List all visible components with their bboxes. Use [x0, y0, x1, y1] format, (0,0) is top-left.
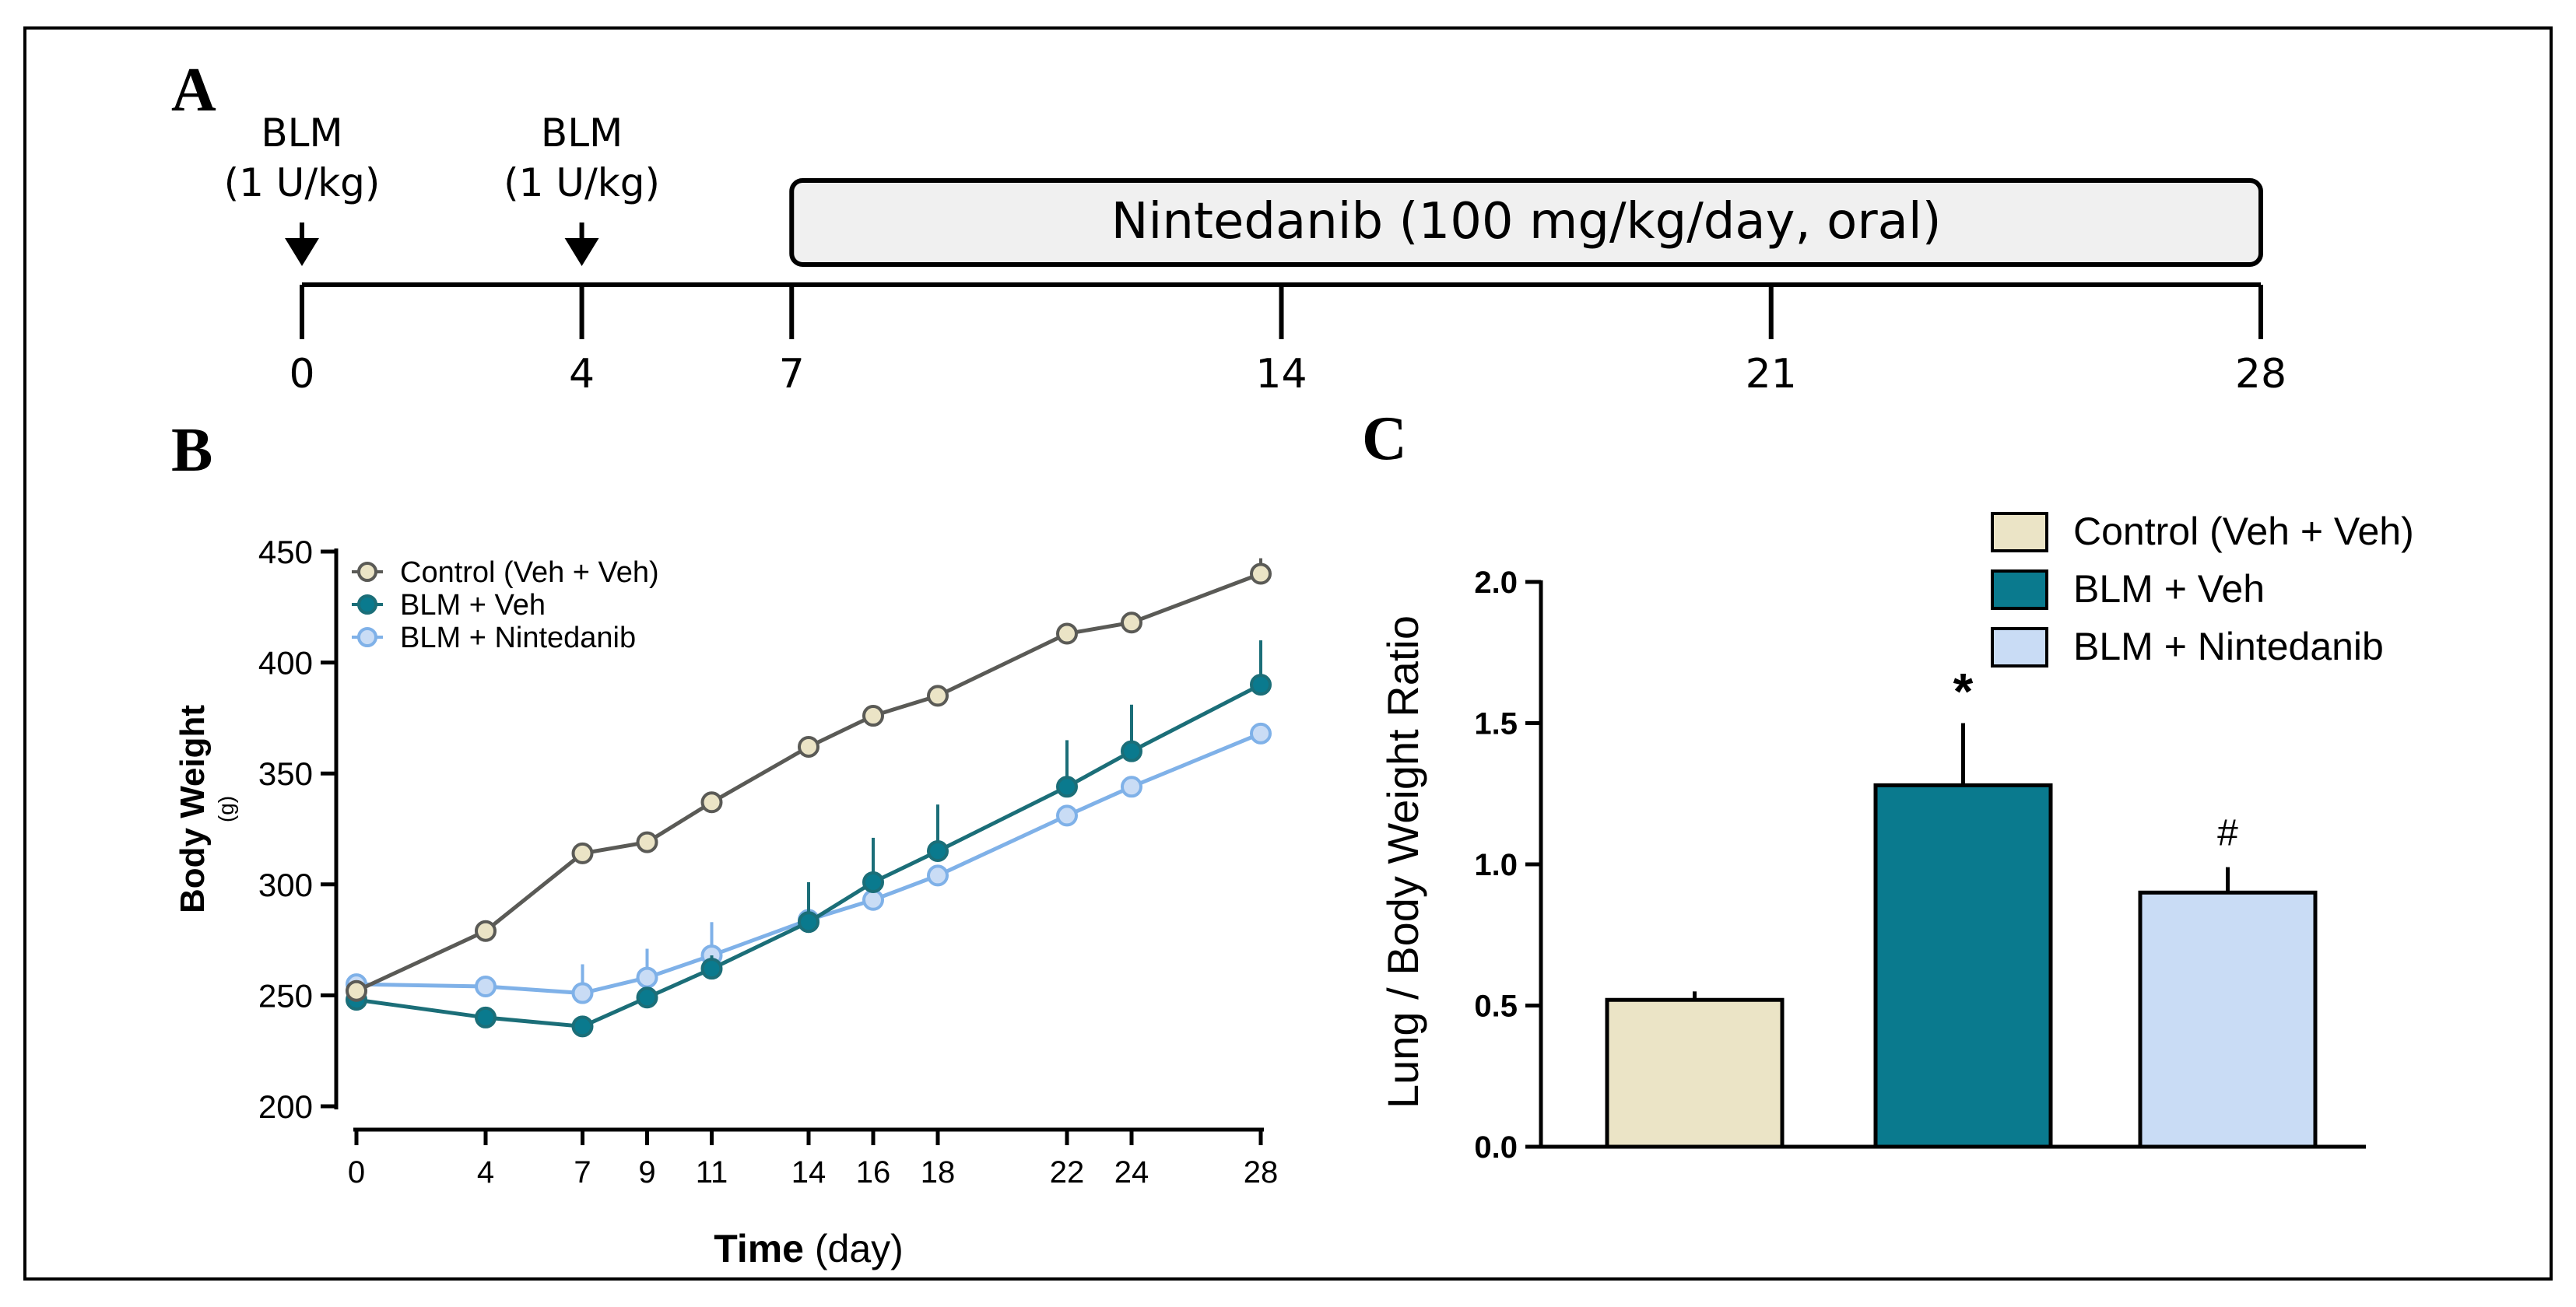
series-blm-veh-point-10 — [1250, 674, 1272, 696]
bar-chart-y-tick-label-0: 0.0 — [1474, 1130, 1518, 1165]
dose-amount-1: (1 U/kg) — [504, 160, 660, 205]
line-chart-x-tick-label-3: 9 — [638, 1155, 655, 1190]
series-control-point-10 — [1250, 562, 1272, 585]
line-chart-y-tick-label-1: 250 — [258, 977, 313, 1014]
line-chart-y-tick-label-2: 300 — [258, 867, 313, 903]
line-chart-x-tick-label-9: 24 — [1114, 1155, 1149, 1190]
dose-arrow-head-0 — [285, 238, 319, 266]
bar-blm-veh — [1873, 783, 2053, 1149]
line-chart-x-tick-label-4: 11 — [696, 1155, 728, 1190]
line-chart-x-tick-label-7: 18 — [921, 1155, 956, 1190]
bar-legend-blm-nintedanib-label: BLM + Nintedanib — [2073, 625, 2384, 668]
line-chart-x-label-bold: Time — [714, 1227, 804, 1270]
bar-legend-control-label: Control (Veh + Veh) — [2073, 510, 2414, 553]
line-chart-y-tick-label-4: 400 — [258, 645, 313, 682]
timeline-tick-label-5: 28 — [2235, 351, 2286, 398]
series-blm-veh-point-6 — [862, 871, 884, 893]
line-chart-x-tick-label-2: 7 — [574, 1155, 591, 1190]
legend-blm-veh-marker — [357, 594, 377, 615]
bar-blm-veh-annotation: * — [1953, 663, 1974, 720]
bar-legend-blm-nintedanib-swatch — [1991, 627, 2048, 668]
series-blm-nintedanib-point-7 — [927, 864, 949, 887]
line-chart-y-tick-label-5: 450 — [258, 534, 313, 570]
series-control-point-5 — [798, 735, 819, 758]
bar-control — [1605, 997, 1785, 1149]
legend-control-label: Control (Veh + Veh) — [400, 556, 659, 589]
series-control-point-4 — [700, 791, 723, 814]
series-control-point-0 — [346, 979, 367, 1002]
dose-amount-0: (1 U/kg) — [224, 160, 381, 205]
line-chart-x-tick-label-1: 4 — [477, 1155, 494, 1190]
panel-label-a: A — [171, 56, 216, 124]
series-control-point-1 — [475, 920, 497, 942]
line-chart-y-label-unit: (g) — [214, 796, 238, 822]
legend-blm-veh-label: BLM + Veh — [400, 589, 546, 622]
dose-name-0: BLM — [261, 110, 342, 156]
bar-blm-nintedanib-annotation: # — [2217, 813, 2238, 854]
panel-label-b: B — [171, 416, 212, 485]
series-blm-veh-point-9 — [1121, 740, 1142, 762]
series-blm-veh-point-3 — [636, 986, 658, 1009]
treatment-label: Nintedanib (100 mg/kg/day, oral) — [1111, 193, 1942, 251]
bar-chart-y-tick-label-1: 0.5 — [1474, 990, 1518, 1024]
line-chart-y-label: Body Weight — [174, 705, 212, 913]
line-chart-x-label: Time (day) — [714, 1227, 904, 1270]
panel-label-c: C — [1362, 405, 1407, 473]
series-control-point-2 — [571, 842, 594, 864]
bar-chart-y-tick-label-2: 1.0 — [1474, 848, 1518, 882]
timeline-tick-label-0: 0 — [289, 351, 314, 398]
series-blm-nintedanib-point-9 — [1121, 776, 1142, 798]
series-blm-veh-point-5 — [798, 911, 819, 934]
series-blm-veh-point-2 — [571, 1015, 594, 1038]
dose-arrow-head-1 — [564, 238, 599, 266]
dose-name-1: BLM — [541, 110, 623, 156]
timeline-tick-label-4: 21 — [1746, 351, 1797, 398]
line-chart-x-tick-label-5: 14 — [791, 1155, 826, 1190]
legend-blm-nintedanib-marker — [357, 627, 377, 647]
series-blm-nintedanib-point-6 — [862, 888, 884, 911]
series-blm-veh-point-8 — [1056, 776, 1078, 798]
series-control-point-8 — [1056, 622, 1078, 645]
line-chart-x-tick-label-6: 16 — [856, 1155, 891, 1190]
series-blm-nintedanib-point-1 — [475, 975, 497, 997]
body-weight-line-chart: 200 250 300 350 400 450 0 4 7 9 11 14 16 18 22 24 28 Time… — [174, 534, 1278, 1270]
timeline-tick-label-2: 7 — [779, 351, 805, 398]
figure-border — [23, 26, 2553, 1281]
bar-chart-y-tick-label-4: 2.0 — [1474, 566, 1518, 600]
bar-chart-y-tick-label-3: 1.5 — [1474, 707, 1518, 741]
timeline-tick-label-1: 4 — [569, 351, 595, 398]
series-control-point-9 — [1121, 611, 1142, 634]
timeline-tick-label-3: 14 — [1255, 351, 1307, 398]
line-chart-x-tick-label-0: 0 — [348, 1155, 365, 1190]
lung-ratio-bar-chart: * #0.0 0.5 1.0 1.5 2.0 Lung / Body Weight Rati… — [1378, 510, 2414, 1165]
line-chart-x-tick-label-10: 28 — [1244, 1155, 1279, 1190]
series-blm-nintedanib-point-10 — [1250, 722, 1272, 745]
line-chart-x-label-unit: (day) — [804, 1227, 904, 1270]
bar-chart-y-label: Lung / Body Weight Ratio — [1378, 615, 1427, 1109]
line-chart-y-tick-label-3: 350 — [258, 755, 313, 792]
bar-blm-nintedanib — [2138, 890, 2318, 1149]
treatment-box — [789, 178, 2263, 267]
legend-control-marker — [357, 562, 377, 582]
series-blm-veh-point-7 — [927, 840, 949, 863]
bar-legend-blm-veh-label: BLM + Veh — [2073, 567, 2265, 611]
line-chart-x-tick-label-8: 22 — [1050, 1155, 1085, 1190]
series-control-point-7 — [927, 685, 949, 707]
series-control-point-3 — [636, 831, 658, 853]
series-blm-veh-point-4 — [700, 958, 723, 980]
legend-blm-nintedanib-label: BLM + Nintedanib — [400, 622, 636, 654]
bar-legend-control-swatch — [1991, 512, 2048, 552]
line-chart-y-tick-label-0: 200 — [258, 1088, 313, 1125]
series-blm-nintedanib-point-2 — [571, 982, 594, 1004]
series-control-point-6 — [862, 705, 884, 727]
series-blm-nintedanib-point-3 — [636, 966, 658, 989]
bar-legend-blm-veh-swatch — [1991, 569, 2048, 610]
series-blm-veh-point-1 — [475, 1006, 497, 1028]
series-blm-nintedanib-point-8 — [1056, 804, 1078, 827]
